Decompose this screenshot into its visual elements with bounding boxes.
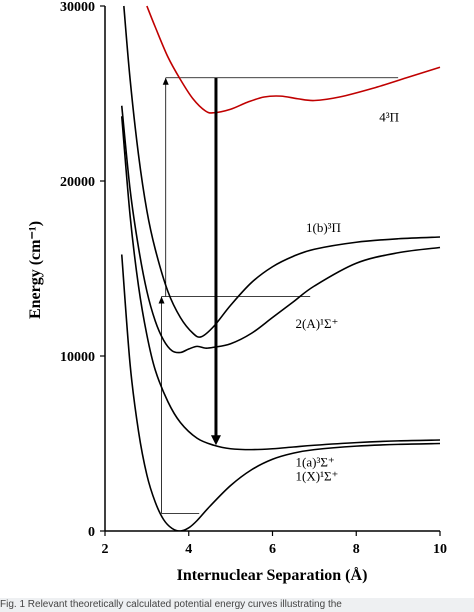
y-tick-label: 10000	[60, 350, 95, 365]
figure-caption: Fig. 1 Relevant theoretically calculated…	[0, 598, 474, 612]
x-tick-label: 4	[185, 542, 192, 557]
curve-5	[120, 254, 441, 531]
state-label: 2(A)¹Σ⁺	[296, 316, 339, 331]
state-label: 4³Π	[379, 110, 399, 125]
curve-4	[120, 116, 441, 451]
state-label: 1(a)³Σ⁺	[296, 454, 335, 469]
y-axis-title: Energy (cm⁻¹)	[27, 221, 44, 319]
emission-arrowhead	[210, 435, 221, 446]
y-tick-label: 20000	[60, 175, 95, 190]
x-tick-label: 8	[353, 542, 360, 557]
curve-3	[120, 105, 441, 354]
state-label: 1(b)³Π	[306, 220, 341, 235]
y-tick-label: 0	[88, 525, 95, 540]
absorption-arrowhead	[162, 77, 169, 85]
state-label: 1(X)¹Σ⁺	[296, 468, 339, 483]
plot-area: 4³Π 1(b)³Π 2(A)¹Σ⁺ 1(a)³Σ⁺1(X)¹Σ⁺	[120, 5, 441, 531]
x-axis-title: Internuclear Separation (Å)	[177, 566, 368, 584]
tick-labels: 2 4 6 8 10 0 10000 20000 30000	[60, 0, 447, 557]
curve-1	[146, 5, 441, 114]
caption-text: Fig. 1 Relevant theoretically calculated…	[0, 599, 342, 610]
curve-2	[123, 5, 441, 338]
x-tick-label: 10	[433, 542, 447, 557]
axes	[104, 6, 440, 532]
y-tick-label: 30000	[60, 0, 95, 15]
x-tick-label: 2	[102, 542, 109, 557]
absorption-arrowhead	[158, 296, 165, 304]
x-tick-label: 6	[269, 542, 276, 557]
